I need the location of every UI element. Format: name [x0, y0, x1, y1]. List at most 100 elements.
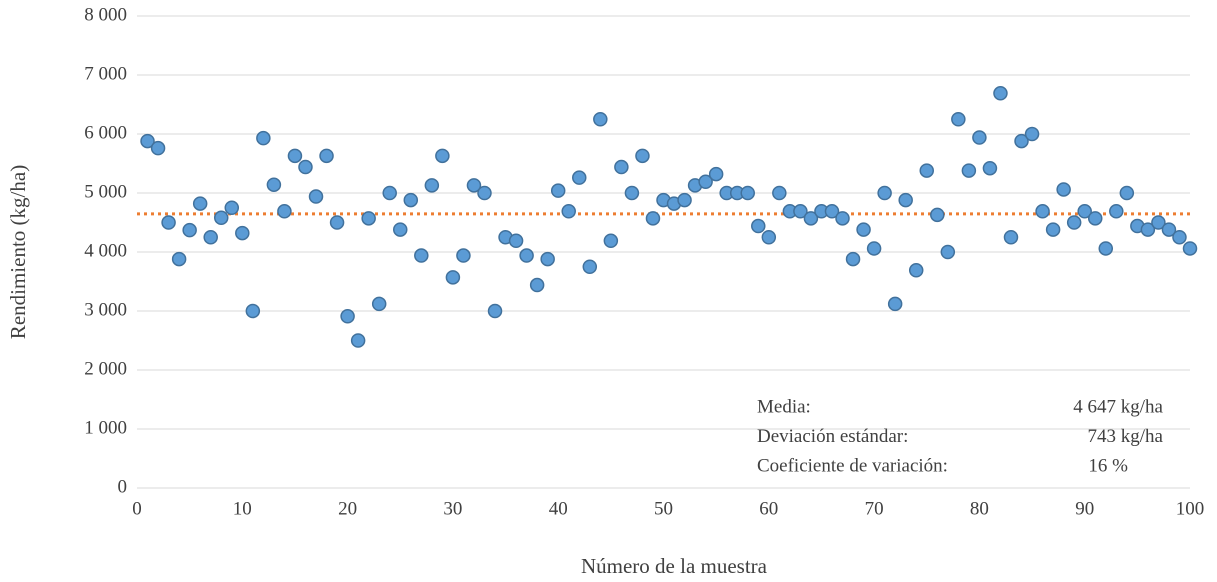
point — [140, 133, 155, 149]
point — [382, 185, 397, 201]
point — [550, 183, 566, 198]
point — [1087, 211, 1103, 226]
y-tick-label: 4 000 — [84, 240, 127, 261]
point — [645, 211, 661, 226]
point — [224, 200, 240, 215]
x-tick-label: 100 — [1176, 498, 1205, 519]
point — [456, 248, 471, 263]
point — [329, 215, 345, 230]
point — [192, 196, 208, 211]
x-axis-label: Número de la muestra — [581, 554, 768, 578]
point — [171, 251, 187, 267]
point — [1003, 230, 1019, 245]
point — [793, 204, 808, 219]
point — [487, 303, 503, 319]
point — [761, 230, 777, 245]
point — [708, 166, 724, 182]
y-tick-label: 6 000 — [84, 122, 127, 143]
x-tick-label: 20 — [338, 498, 357, 519]
point — [1035, 204, 1050, 219]
point — [908, 263, 924, 278]
x-tick-label: 10 — [233, 498, 252, 519]
point — [435, 148, 450, 164]
point — [466, 178, 482, 193]
point — [835, 211, 850, 226]
point — [866, 241, 882, 256]
point — [1024, 126, 1040, 142]
x-tick-label: 0 — [132, 498, 142, 519]
y-tick-label: 5 000 — [84, 181, 127, 202]
point — [940, 244, 956, 260]
point — [887, 296, 903, 312]
point — [1066, 215, 1082, 230]
annotation-value: 743 kg/ha — [1088, 426, 1164, 447]
x-tick-label: 90 — [1075, 498, 1094, 519]
y-tick-label: 0 — [118, 476, 128, 497]
point — [235, 225, 250, 241]
y-axis-label: Rendimiento (kg/ha) — [6, 165, 30, 339]
point — [930, 207, 945, 223]
point — [445, 270, 461, 285]
annotation-label: Coeficiente de variación: — [757, 455, 948, 476]
point — [319, 148, 334, 164]
point — [856, 222, 871, 237]
point — [308, 189, 324, 204]
annotation-value: 4 647 kg/ha — [1073, 396, 1163, 417]
annotation-value: 16 % — [1088, 455, 1128, 476]
point — [1151, 215, 1166, 230]
annotation-label: Media: — [757, 396, 811, 417]
point — [393, 222, 408, 237]
y-tick-label: 3 000 — [84, 299, 127, 320]
point — [266, 177, 282, 192]
point — [298, 159, 313, 175]
annotation-label: Deviación estándar: — [757, 426, 908, 447]
point — [1098, 241, 1114, 256]
point — [424, 178, 440, 193]
point — [1172, 230, 1187, 245]
point — [477, 185, 492, 201]
point — [256, 130, 271, 146]
point — [371, 296, 387, 312]
point — [508, 233, 524, 249]
point — [982, 160, 998, 176]
point — [287, 148, 303, 164]
point — [403, 192, 419, 208]
point — [519, 248, 534, 263]
point — [245, 303, 261, 319]
x-tick-label: 50 — [654, 498, 673, 519]
x-tick-label: 60 — [759, 498, 778, 519]
point — [1014, 133, 1029, 149]
point — [624, 185, 640, 201]
point — [182, 222, 197, 238]
y-tick-label: 2 000 — [84, 358, 127, 379]
point — [740, 185, 755, 201]
point — [572, 170, 587, 185]
point — [350, 333, 366, 348]
point — [898, 192, 913, 208]
point — [614, 159, 629, 175]
point — [582, 259, 598, 274]
point — [824, 204, 840, 219]
y-tick-label: 1 000 — [84, 417, 127, 438]
point — [1140, 222, 1156, 237]
point — [161, 215, 176, 230]
point — [1161, 222, 1177, 237]
x-tick-label: 80 — [970, 498, 989, 519]
point — [877, 185, 892, 201]
y-tick-label: 7 000 — [84, 63, 127, 84]
x-tick-label: 30 — [443, 498, 462, 519]
point — [961, 163, 977, 178]
x-tick-label: 40 — [549, 498, 568, 519]
point — [1109, 204, 1124, 219]
point — [1077, 204, 1092, 219]
point — [698, 174, 713, 190]
point — [845, 251, 861, 267]
point — [561, 204, 576, 219]
point — [361, 211, 376, 226]
point — [529, 277, 545, 293]
point — [751, 218, 766, 234]
point — [803, 211, 819, 226]
point — [635, 148, 650, 164]
y-tick-label: 8 000 — [84, 4, 127, 25]
